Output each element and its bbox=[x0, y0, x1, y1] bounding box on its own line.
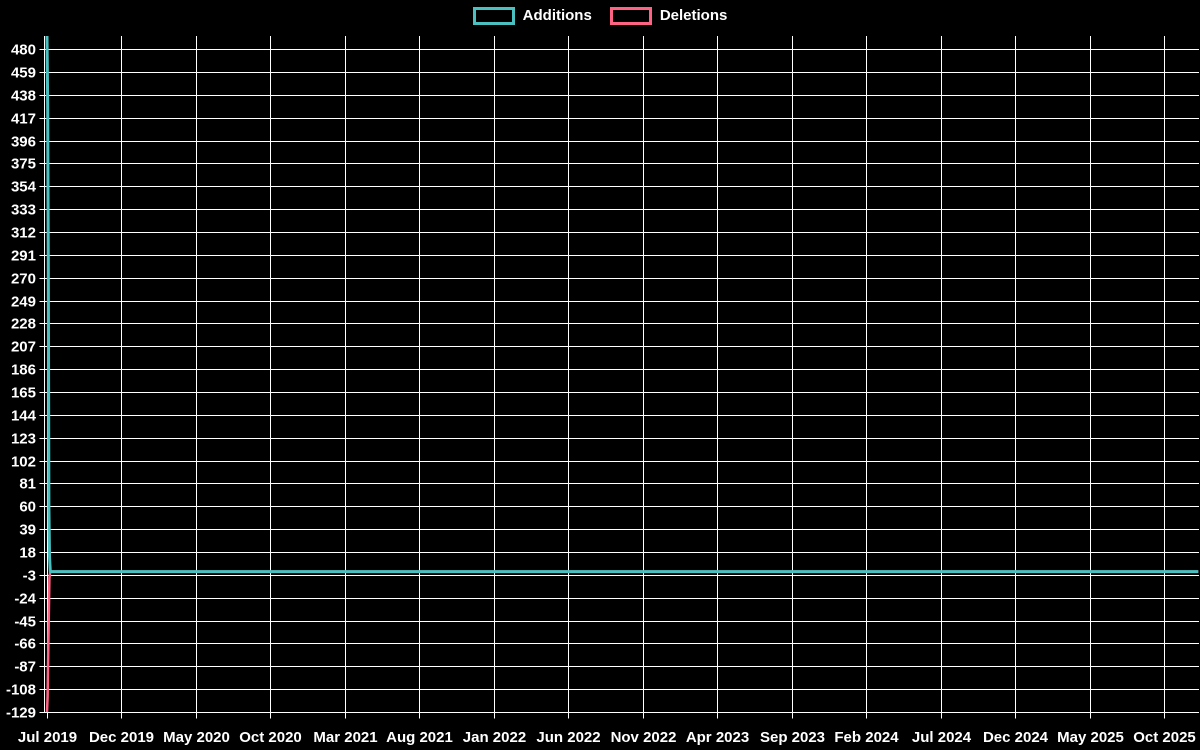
y-tick-label: 123 bbox=[11, 431, 36, 448]
y-tick-label: 354 bbox=[11, 179, 37, 196]
x-tick-label: Feb 2024 bbox=[834, 729, 899, 746]
deletions-line bbox=[45, 570, 1199, 713]
x-tick-label: Apr 2023 bbox=[686, 729, 749, 746]
y-tick-label: 438 bbox=[11, 88, 36, 105]
y-tick-label: 186 bbox=[11, 362, 36, 379]
y-tick-label: 207 bbox=[11, 339, 36, 356]
y-tick-label: 249 bbox=[11, 294, 36, 311]
y-tick-label: -45 bbox=[14, 614, 36, 631]
y-tick-label: 480 bbox=[11, 42, 36, 59]
y-tick-label: 144 bbox=[11, 408, 37, 425]
x-tick-label: Aug 2021 bbox=[386, 729, 453, 746]
y-tick-label: 375 bbox=[11, 156, 36, 173]
y-tick-label: -66 bbox=[14, 636, 36, 653]
y-tick-label: -3 bbox=[23, 568, 36, 585]
y-tick-label: 39 bbox=[19, 522, 36, 539]
legend-label-deletions: Deletions bbox=[659, 7, 728, 24]
y-tick-label: 18 bbox=[19, 545, 36, 562]
x-tick-label: Jul 2024 bbox=[912, 729, 972, 746]
x-tick-label: Dec 2024 bbox=[983, 729, 1049, 746]
deletions-swatch-icon bbox=[609, 7, 652, 25]
y-tick-label: 270 bbox=[11, 271, 36, 288]
x-tick-label: Jan 2022 bbox=[463, 729, 526, 746]
y-tick-label: -108 bbox=[6, 682, 36, 699]
y-tick-label: 417 bbox=[11, 111, 36, 128]
x-tick-label: Dec 2019 bbox=[89, 729, 154, 746]
x-tick-label: Mar 2021 bbox=[313, 729, 377, 746]
chart-legend: Additions Deletions bbox=[0, 7, 1200, 25]
y-tick-label: -87 bbox=[14, 659, 36, 676]
legend-item-additions[interactable]: Additions bbox=[472, 7, 592, 25]
x-tick-label: Nov 2022 bbox=[611, 729, 677, 746]
y-tick-label: -129 bbox=[6, 705, 36, 722]
y-tick-label: 312 bbox=[11, 225, 36, 242]
y-tick-label: 396 bbox=[11, 134, 36, 151]
x-tick-label: Jun 2022 bbox=[536, 729, 600, 746]
legend-item-deletions[interactable]: Deletions bbox=[609, 7, 728, 25]
y-tick-label: 291 bbox=[11, 248, 36, 265]
y-tick-label: 81 bbox=[19, 476, 36, 493]
y-tick-label: -24 bbox=[14, 591, 36, 608]
x-tick-label: May 2020 bbox=[163, 729, 230, 746]
y-tick-label: 102 bbox=[11, 454, 36, 471]
y-tick-label: 333 bbox=[11, 202, 36, 219]
x-tick-label: Sep 2023 bbox=[760, 729, 825, 746]
additions-swatch-icon bbox=[472, 7, 515, 25]
x-tick-label: Jul 2019 bbox=[18, 729, 77, 746]
legend-label-additions: Additions bbox=[522, 7, 592, 24]
additions-line bbox=[45, 35, 1199, 574]
y-tick-label: 459 bbox=[11, 65, 36, 82]
x-tick-label: May 2025 bbox=[1057, 729, 1124, 746]
y-tick-label: 60 bbox=[19, 499, 36, 516]
y-tick-label: 228 bbox=[11, 316, 36, 333]
x-tick-label: Oct 2020 bbox=[239, 729, 302, 746]
y-tick-label: 165 bbox=[11, 385, 36, 402]
x-tick-label: Oct 2025 bbox=[1133, 729, 1196, 746]
